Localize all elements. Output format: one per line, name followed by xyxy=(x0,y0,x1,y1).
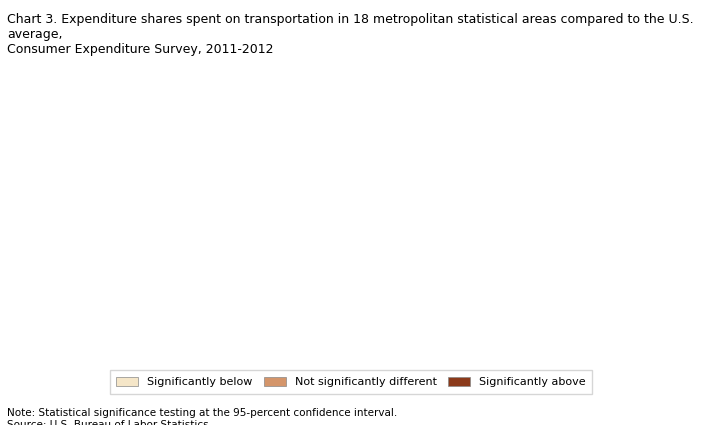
Text: Chart 3. Expenditure shares spent on transportation in 18 metropolitan statistic: Chart 3. Expenditure shares spent on tra… xyxy=(7,13,694,56)
Text: Note: Statistical significance testing at the 95-percent confidence interval.
So: Note: Statistical significance testing a… xyxy=(7,408,397,425)
Legend: Significantly below, Not significantly different, Significantly above: Significantly below, Not significantly d… xyxy=(110,370,592,394)
